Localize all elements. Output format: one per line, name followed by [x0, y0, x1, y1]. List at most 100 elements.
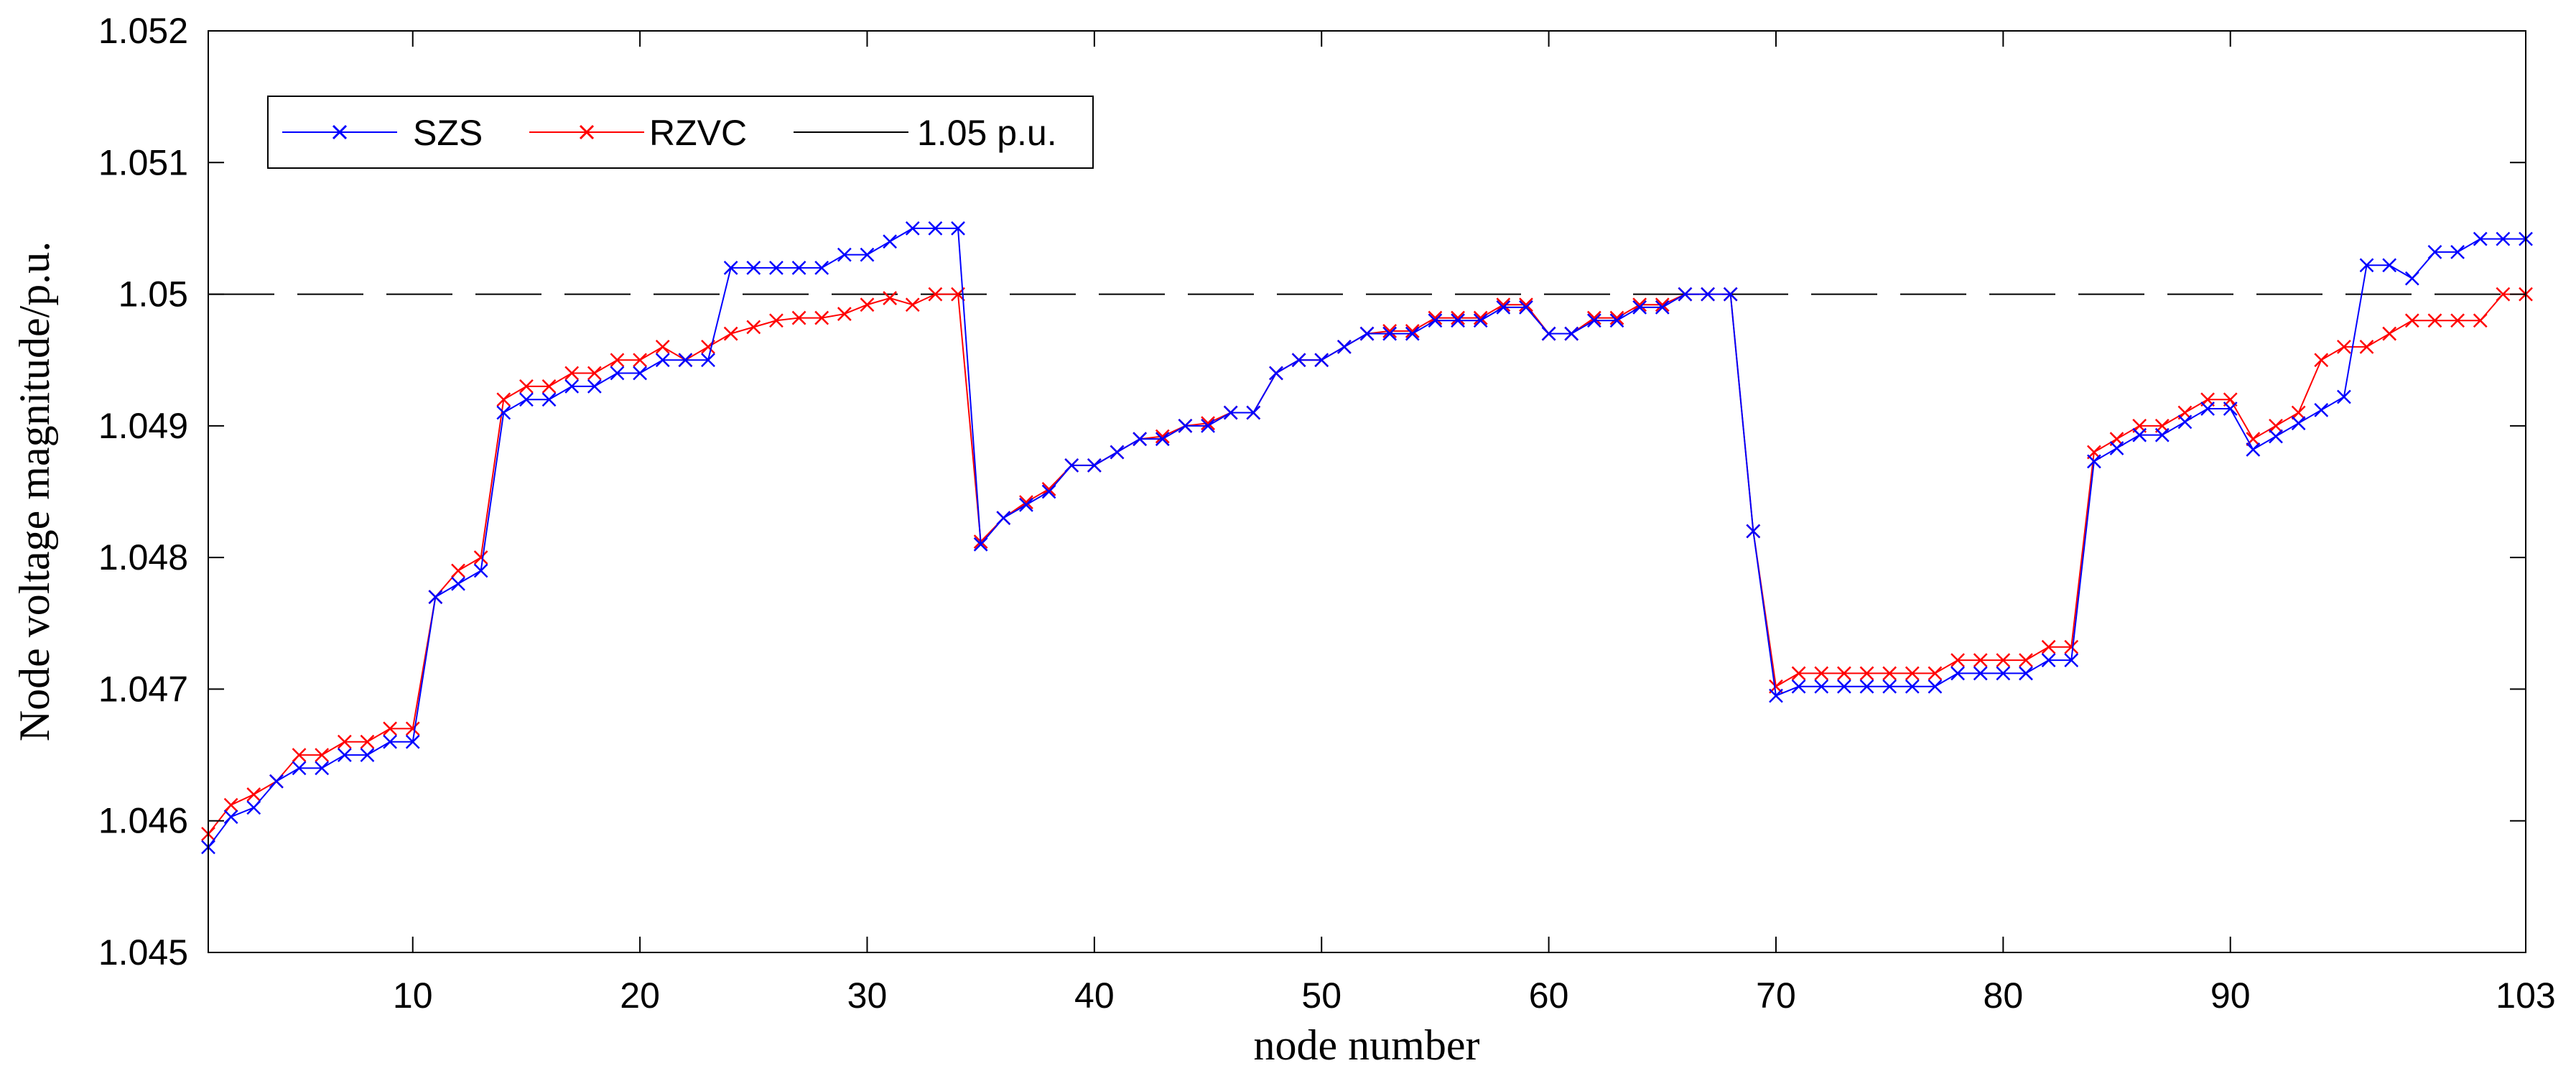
point-marker-szs [1269, 366, 1283, 381]
x-tick-label: 30 [847, 975, 888, 1016]
point-marker-szs [1473, 313, 1488, 328]
y-tick-label: 1.047 [98, 669, 188, 709]
point-marker-szs [905, 221, 920, 236]
point-marker-rzvc [1451, 310, 1465, 325]
point-marker-rzvc [837, 307, 852, 321]
point-marker-szs [791, 261, 806, 275]
point-marker-szs [1609, 313, 1624, 328]
x-axis-title: node number [1254, 1021, 1480, 1069]
point-marker-rzvc [860, 297, 875, 312]
axis-ticks [208, 30, 2526, 953]
x-tick-labels: 10 20 30 40 50 60 70 80 90 103 [393, 975, 2556, 1016]
point-marker-rzvc [2359, 340, 2374, 354]
point-marker-rzvc [1859, 666, 1874, 681]
point-marker-szs [1632, 300, 1647, 315]
legend-label-szs: SZS [413, 113, 483, 153]
point-marker-szs [2450, 245, 2465, 259]
point-marker-rzvc [451, 563, 465, 578]
point-marker-szs [2359, 258, 2374, 273]
point-marker-rzvc [360, 734, 375, 749]
point-marker-szs [1246, 405, 1261, 420]
legend-marker-rzvc [579, 124, 595, 140]
x-tick-label: 90 [2210, 975, 2251, 1016]
point-marker-rzvc [723, 326, 738, 341]
y-tick-label: 1.051 [98, 142, 188, 182]
point-marker-szs [2246, 442, 2261, 457]
point-marker-szs [1382, 326, 1398, 341]
point-marker-szs [2404, 271, 2419, 286]
x-tick-label: 103 [2496, 975, 2555, 1016]
point-marker-szs [1019, 497, 1033, 512]
point-marker-szs [1791, 679, 1806, 694]
point-marker-rzvc [1928, 666, 1943, 681]
y-tick-label: 1.045 [98, 932, 188, 973]
point-marker-szs [223, 810, 238, 825]
point-marker-szs [541, 392, 557, 407]
point-marker-szs [1814, 679, 1829, 694]
point-marker-szs [1359, 326, 1375, 341]
point-marker-szs [1155, 432, 1170, 447]
point-marker-rzvc [2314, 353, 2329, 368]
point-marker-szs [2337, 389, 2351, 404]
point-marker-szs [2223, 402, 2238, 416]
point-marker-rzvc [292, 748, 307, 762]
point-marker-szs [1110, 445, 1125, 460]
point-marker-szs [769, 261, 784, 275]
point-marker-rzvc [2450, 313, 2465, 328]
legend-box [267, 96, 1094, 169]
point-marker-szs [2019, 666, 2033, 681]
point-marker-rzvc [383, 721, 397, 736]
point-marker-szs [1336, 340, 1352, 354]
point-marker-rzvc [1996, 653, 2011, 667]
point-marker-rzvc [223, 797, 238, 812]
point-marker-szs [2132, 427, 2147, 442]
point-marker-szs [2496, 231, 2511, 246]
point-marker-rzvc [883, 291, 898, 305]
point-marker-rzvc [541, 379, 557, 394]
point-marker-rzvc [1655, 297, 1670, 312]
point-marker-szs [951, 221, 965, 236]
point-marker-rzvc [473, 550, 488, 565]
point-marker-rzvc [769, 313, 784, 328]
point-marker-szs [1496, 300, 1511, 315]
point-marker-rzvc [905, 297, 920, 312]
point-marker-rzvc [2269, 418, 2283, 433]
point-marker-szs [837, 247, 852, 262]
y-tick-label: 1.049 [98, 406, 188, 446]
point-marker-szs [973, 537, 988, 552]
point-marker-szs [1678, 287, 1693, 302]
point-marker-rzvc [2246, 432, 2261, 447]
y-axis-title: Node voltage magnitude/p.u. [11, 241, 58, 742]
point-marker-rzvc [2382, 326, 2397, 341]
x-tick-label: 70 [1756, 975, 1796, 1016]
point-marker-szs [360, 748, 375, 762]
point-marker-rzvc [2496, 287, 2511, 302]
point-marker-rzvc [633, 353, 647, 368]
point-marker-rzvc [1405, 324, 1420, 338]
point-marker-szs [2314, 402, 2329, 417]
point-marker-szs [928, 221, 943, 236]
point-marker-szs [473, 563, 488, 578]
point-marker-szs [1291, 353, 1306, 368]
point-marker-szs [860, 247, 875, 262]
point-marker-szs [1655, 300, 1670, 315]
point-marker-szs [883, 234, 898, 249]
point-marker-szs [655, 353, 670, 368]
point-marker-szs [2177, 414, 2193, 430]
point-marker-rzvc [564, 366, 580, 381]
point-marker-szs [1223, 405, 1238, 420]
point-marker-rzvc [405, 721, 420, 736]
point-marker-szs [1428, 313, 1443, 328]
point-marker-szs [1928, 679, 1943, 694]
point-marker-szs [996, 511, 1011, 526]
point-marker-szs [2087, 454, 2101, 469]
point-marker-szs [1041, 484, 1056, 499]
x-tick-label: 80 [1984, 975, 2024, 1016]
point-marker-szs [814, 261, 829, 275]
series-markers-szs [201, 221, 2533, 855]
point-marker-szs [1859, 679, 1874, 694]
point-marker-szs [1564, 326, 1579, 341]
point-marker-szs [2200, 402, 2215, 416]
y-tick-label: 1.05 [118, 274, 188, 315]
